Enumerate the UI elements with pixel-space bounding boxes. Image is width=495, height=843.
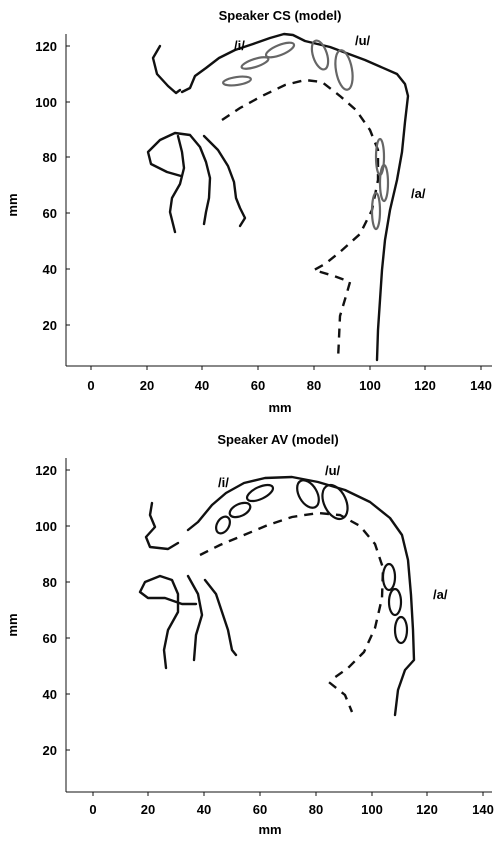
vowel-label-i: /i/ [218, 475, 229, 490]
x-tick-label: 40 [197, 802, 211, 817]
jaw-outline [203, 578, 238, 657]
x-tick-label: 80 [309, 802, 323, 817]
x-tick-label: 20 [141, 802, 155, 817]
y-tick-label: 20 [43, 743, 57, 758]
panel-speaker-cs: Speaker CS (model) 20 40 60 80 100 120 [5, 8, 492, 415]
panel-title: Speaker AV (model) [217, 432, 338, 447]
vowel-ellipses [215, 479, 409, 645]
y-axis-label: mm [5, 613, 20, 636]
ellipse-i-3 [245, 483, 275, 503]
ellipse-a-3 [393, 615, 409, 645]
x-ticks: 0 20 40 60 80 100 120 140 [87, 366, 492, 393]
x-axis-label: mm [258, 822, 281, 837]
x-tick-label: 60 [253, 802, 267, 817]
y-tick-label: 120 [35, 39, 57, 54]
vowel-label-a: /a/ [433, 587, 448, 602]
lower-lip-outline [146, 131, 212, 226]
y-ticks: 20 40 60 80 100 120 [35, 463, 70, 758]
ellipse-a-2 [378, 163, 390, 203]
y-tick-label: 60 [43, 631, 57, 646]
ellipse-i-3 [264, 41, 296, 59]
y-tick-label: 20 [43, 318, 57, 333]
y-tick-label: 100 [35, 519, 57, 534]
x-tick-label: 100 [359, 378, 381, 393]
x-axis-label: mm [268, 400, 291, 415]
x-tick-label: 140 [470, 378, 492, 393]
palate-pharynx-outline [186, 475, 416, 717]
ellipse-u-1 [296, 479, 320, 509]
x-tick-label: 40 [195, 378, 209, 393]
panel-speaker-av: Speaker AV (model) 20 40 60 80 100 120 [5, 432, 494, 837]
ellipse-i-1 [215, 515, 231, 535]
ellipse-u-2 [321, 483, 349, 521]
upper-lip-outline [144, 501, 180, 551]
y-tick-label: 80 [43, 150, 57, 165]
jaw-outline [202, 134, 247, 228]
lower-lip-inner-outline [186, 574, 204, 662]
ellipse-u-1 [310, 39, 330, 71]
y-tick-label: 60 [43, 206, 57, 221]
ellipse-i-2 [228, 501, 252, 519]
x-tick-label: 0 [87, 378, 94, 393]
vowel-label-a: /a/ [411, 186, 426, 201]
panel-title: Speaker CS (model) [219, 8, 342, 23]
ellipse-a-3 [370, 191, 382, 231]
y-tick-label: 100 [35, 95, 57, 110]
x-ticks: 0 20 40 60 80 100 120 140 [89, 792, 494, 817]
x-tick-label: 20 [140, 378, 154, 393]
x-tick-label: 60 [251, 378, 265, 393]
x-tick-label: 120 [416, 802, 438, 817]
vowel-ellipses [222, 39, 390, 231]
y-ticks: 20 40 60 80 100 120 [35, 39, 70, 333]
y-tick-label: 80 [43, 575, 57, 590]
x-tick-label: 0 [89, 802, 96, 817]
x-tick-label: 140 [472, 802, 494, 817]
x-tick-label: 100 [361, 802, 383, 817]
y-axis-label: mm [5, 193, 20, 216]
vowel-label-i: /i/ [234, 38, 245, 53]
vowel-label-u: /u/ [355, 33, 371, 48]
x-tick-label: 80 [307, 378, 321, 393]
vowel-label-u: /u/ [325, 463, 341, 478]
ellipse-i-2 [240, 56, 270, 70]
ellipse-a-2 [387, 587, 403, 617]
y-tick-label: 120 [35, 463, 57, 478]
tongue-contour [221, 78, 380, 361]
ellipse-a-1 [381, 562, 397, 592]
lower-lip-inner-outline [168, 134, 186, 234]
y-tick-label: 40 [43, 262, 57, 277]
x-tick-label: 120 [414, 378, 436, 393]
tongue-contour [199, 511, 385, 713]
ellipse-a-1 [374, 137, 386, 177]
ellipse-i-1 [222, 75, 252, 87]
lower-lip-outline [138, 574, 198, 670]
palate-pharynx-outline [180, 32, 410, 362]
upper-lip-outline [151, 44, 182, 95]
ellipse-u-2 [334, 49, 354, 91]
y-tick-label: 40 [43, 687, 57, 702]
